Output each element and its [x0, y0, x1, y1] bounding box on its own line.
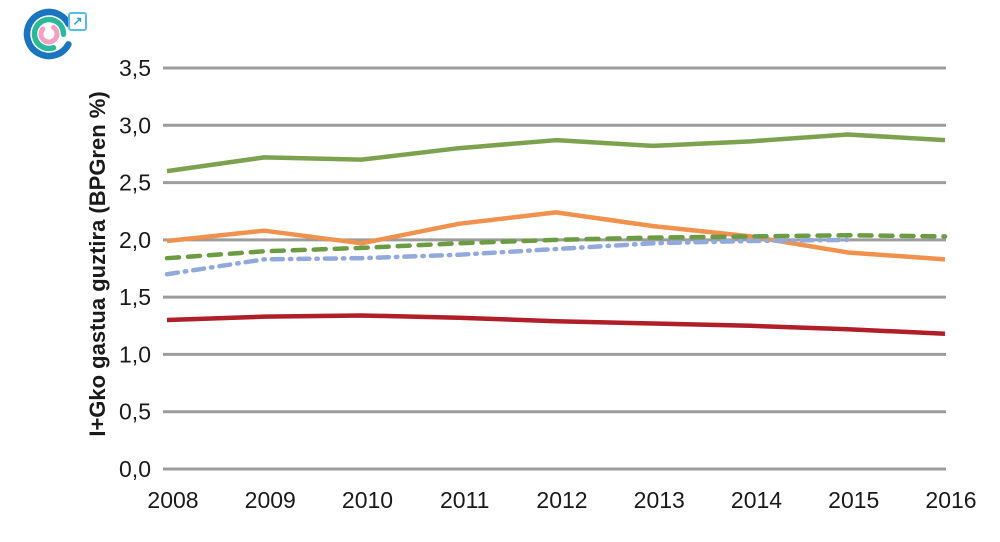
- x-tick-label: 2013: [634, 487, 685, 513]
- y-tick-label: 2,0: [119, 227, 151, 253]
- logo-outer-arc: [23, 8, 75, 60]
- logo-middle-arc: [31, 16, 67, 52]
- logo-inner-arc: [38, 23, 60, 45]
- series-orange-solid: [166, 210, 946, 262]
- series-green-solid: [166, 132, 946, 174]
- x-tick-label: 2016: [925, 487, 976, 513]
- y-tick-label: 1,5: [119, 284, 151, 310]
- x-tick-label: 2011: [440, 487, 489, 513]
- y-tick-label: 2,5: [119, 170, 151, 196]
- y-tick-label: 1,0: [119, 341, 151, 367]
- y-tick-label: 3,0: [119, 112, 151, 138]
- y-tick-label: 0,0: [119, 456, 151, 482]
- series-blue-dash-dot: [164, 237, 850, 277]
- external-link-icon[interactable]: ↗: [68, 12, 87, 31]
- series-green-dashed: [164, 233, 948, 261]
- series-dark-red-solid: [166, 313, 946, 337]
- x-tick-label: 2015: [828, 487, 879, 513]
- x-tick-label: 2008: [147, 487, 198, 513]
- concentric-arcs-logo: [23, 8, 75, 60]
- x-tick-label: 2009: [245, 487, 296, 513]
- x-tick-label: 2010: [342, 487, 393, 513]
- x-tick-label: 2014: [731, 487, 782, 513]
- y-tick-label: 3,5: [119, 55, 151, 81]
- x-tick-label: 2012: [536, 487, 587, 513]
- y-tick-label: 0,5: [119, 399, 151, 425]
